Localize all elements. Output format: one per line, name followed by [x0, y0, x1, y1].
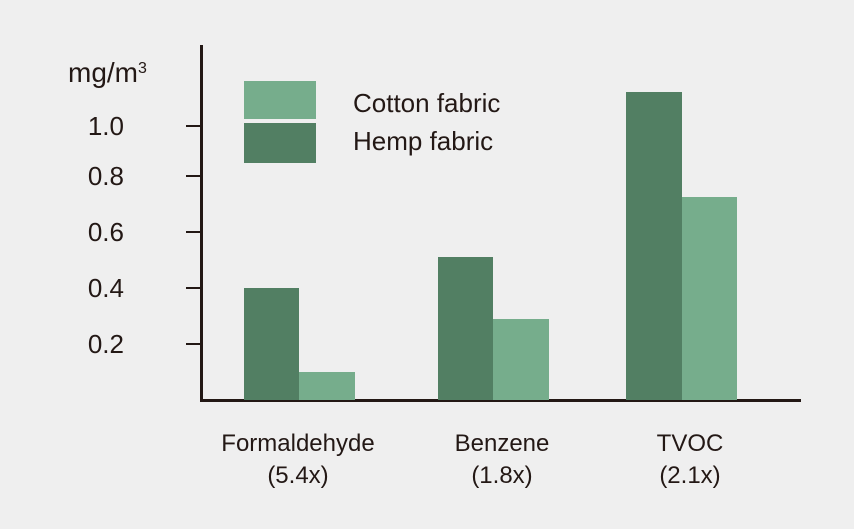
bar-tvoc-cotton	[682, 197, 737, 400]
y-tick	[186, 125, 200, 127]
legend-label-cotton: Cotton fabric	[353, 88, 501, 118]
y-tick	[186, 343, 200, 345]
category-label-benzene: Benzene (1.8x)	[454, 430, 550, 489]
legend-label-hemp: Hemp fabric	[353, 126, 494, 156]
bar-formaldehyde-hemp	[244, 288, 299, 400]
bar-benzene-cotton	[493, 319, 549, 400]
y-axis-line	[200, 45, 203, 402]
legend-swatch-hemp	[244, 123, 316, 163]
bar-formaldehyde-cotton	[299, 372, 355, 400]
bar-benzene-hemp	[438, 257, 493, 400]
y-tick-label: 0.2	[87, 329, 124, 359]
y-tick-label: 0.4	[87, 273, 124, 303]
category-label-tvoc: TVOC (2.1x)	[656, 430, 724, 489]
y-tick	[186, 287, 200, 289]
y-tick-label: 0.8	[87, 161, 124, 191]
y-axis-unit: mg/m3	[68, 57, 147, 88]
legend-swatch-cotton	[244, 81, 316, 119]
y-tick-label: 0.6	[87, 217, 124, 247]
y-tick	[186, 175, 200, 177]
x-axis-line	[200, 399, 801, 402]
y-tick	[186, 231, 200, 233]
y-tick-label: 1.0	[87, 111, 124, 141]
bar-tvoc-hemp	[626, 92, 682, 400]
category-label-formaldehyde: Formaldehyde (5.4x)	[221, 430, 375, 489]
